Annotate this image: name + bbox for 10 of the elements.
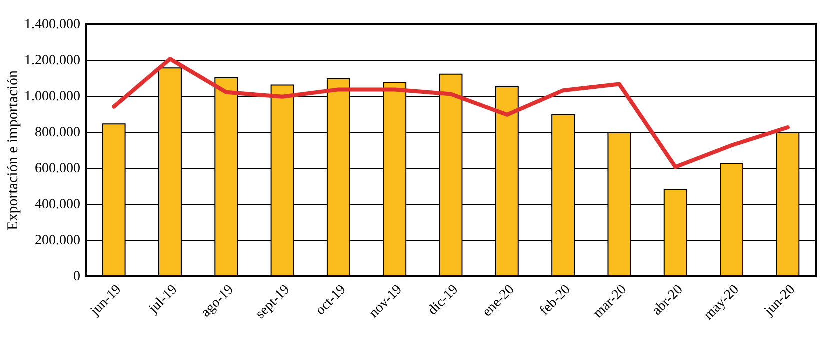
y-tick-label: 1.000.000 — [24, 90, 80, 104]
y-tick-label: 600.000 — [35, 162, 80, 176]
y-axis-title: Exportación e importación — [6, 70, 22, 230]
y-tick-label: 0 — [74, 270, 80, 284]
line-series — [112, 57, 790, 170]
y-tick-label: 1.200.000 — [24, 54, 80, 68]
y-tick-label: 400.000 — [35, 198, 80, 212]
y-tick-label: 200.000 — [35, 234, 80, 248]
y-tick-label: 1.400.000 — [24, 18, 80, 32]
y-tick-label: 800.000 — [35, 126, 80, 140]
